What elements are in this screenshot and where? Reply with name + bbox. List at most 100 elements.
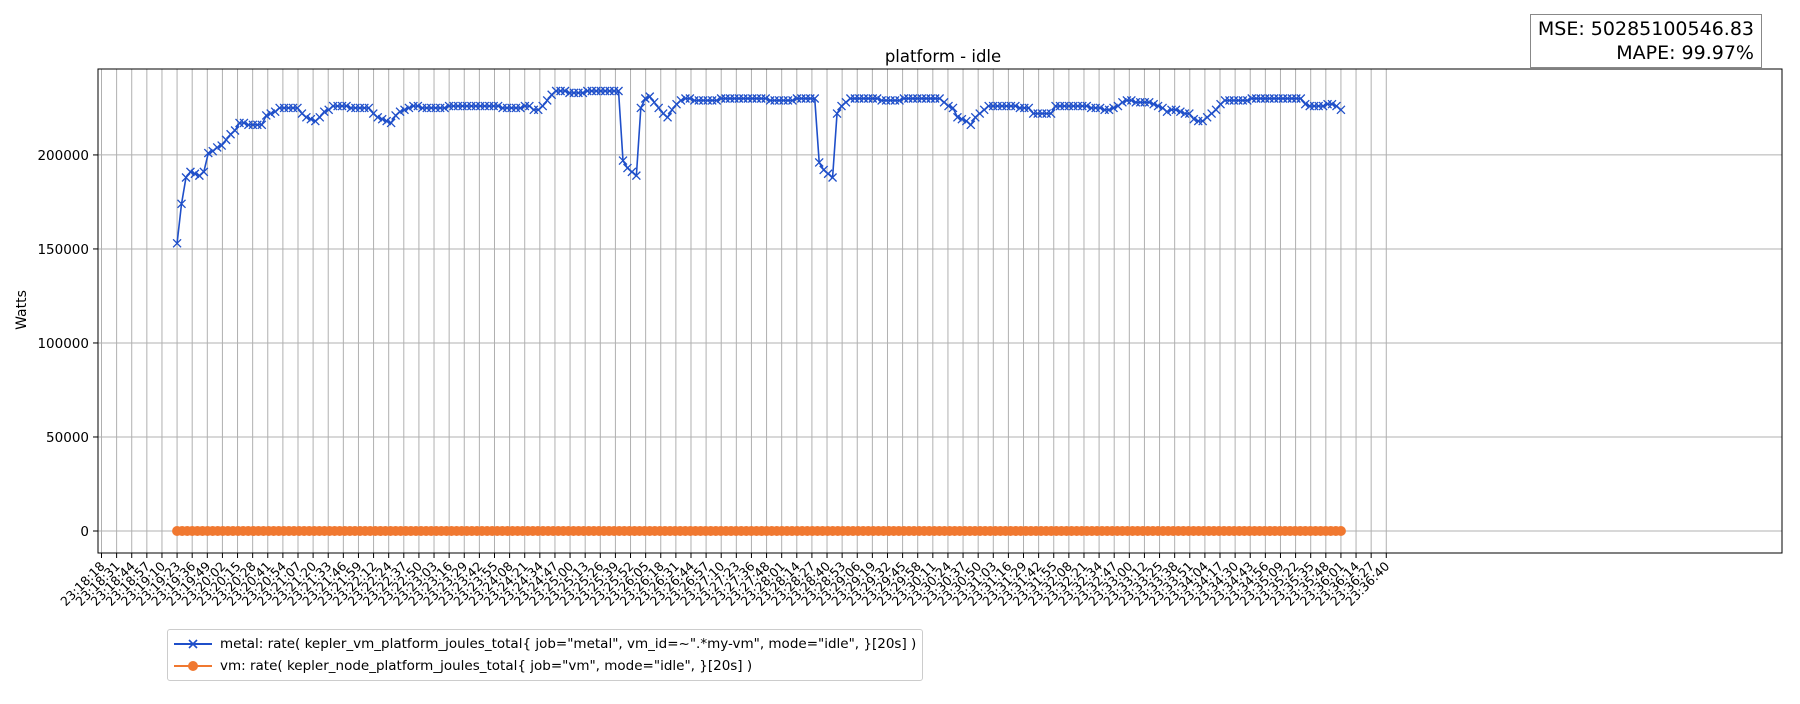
data-point [181,173,191,182]
data-point [1109,103,1118,113]
chart-title: platform - idle [885,47,1001,66]
legend-item-metal: metal: rate( kepler_vm_platform_joules_t… [174,633,916,655]
data-point [493,101,503,111]
data-point [1318,101,1328,111]
data-point [190,169,200,179]
data-point [1162,107,1172,117]
data-point [712,95,722,105]
data-point [364,103,374,113]
data-point [787,95,797,105]
data-point [1046,109,1056,119]
data-point [1171,105,1181,115]
y-tick-label: 50000 [46,430,89,446]
data-point [895,95,904,105]
mse-text: MSE: 50285100546.83 [1537,18,1754,40]
data-point [832,109,842,119]
series-layer [172,86,1346,536]
legend-label-vm: vm: rate( kepler_node_platform_joules_to… [220,658,753,674]
data-point [542,95,552,105]
data-point [560,86,570,96]
data-point [239,118,249,128]
metrics-box: MSE: 50285100546.83 MAPE: 99.97% [1529,14,1762,68]
data-point [230,126,240,135]
data-point [618,156,628,166]
data-point [515,103,525,113]
y-tick-label: 200000 [37,148,89,164]
data-point [266,109,276,119]
data-point [654,103,664,113]
data-point [1082,101,1092,111]
y-tick-label: 0 [80,524,89,540]
data-point [261,110,271,120]
series-line-0 [176,90,1342,244]
data-point [315,112,325,122]
data-point [1242,95,1252,105]
data-point [1149,99,1159,109]
data-point [1104,105,1114,115]
data-point [1144,97,1154,107]
data-point [395,107,405,117]
data-point [676,95,686,105]
data-point [1117,97,1127,107]
mape-text: MAPE: 99.97% [1616,42,1754,64]
plot-frame [97,68,1783,554]
data-point [1300,99,1310,109]
data-point [203,148,213,158]
data-point [293,103,302,113]
data-point [1153,101,1163,111]
data-point [685,94,695,103]
data-point [640,94,650,103]
data-point [1189,114,1199,124]
x-marker-icon [174,639,212,649]
data-point [172,238,182,248]
y-axis-label: Watts [14,290,30,330]
data-point [301,112,311,122]
y-tick-label: 150000 [37,242,89,258]
data-point [578,88,588,98]
data-point [373,112,383,122]
data-point [221,135,231,145]
data-point [667,105,677,115]
data-point [319,107,329,117]
data-point [382,116,392,126]
data-point [400,105,409,115]
data-point [1024,103,1034,113]
data-point [828,173,838,182]
data-point [645,92,655,102]
grid-lines [98,69,1782,553]
data-point [199,167,209,177]
data-point [440,103,450,113]
data-point [631,171,641,181]
data-point [177,199,186,209]
data-point [663,112,673,122]
data-point [957,114,967,124]
data-point [413,101,423,111]
data-point [952,112,962,122]
data-point [636,103,646,113]
data-point [649,97,659,107]
data-point [1175,107,1185,117]
legend-item-vm: vm: rate( kepler_node_platform_joules_to… [174,655,916,677]
data-point [217,141,227,150]
data-point [614,86,623,96]
data-point [1010,101,1020,111]
data-point [944,101,953,111]
data-point [761,94,771,103]
data-point [342,101,351,111]
data-point [1335,526,1346,536]
data-point [212,142,222,152]
data-point [966,120,976,130]
data-point [1095,103,1105,113]
data-point [810,94,820,103]
legend-label-metal: metal: rate( kepler_vm_platform_joules_t… [220,636,917,652]
data-point [1126,95,1136,105]
data-point [948,103,958,113]
legend: metal: rate( kepler_vm_platform_joules_t… [167,629,924,681]
data-point [538,101,548,111]
data-point [306,114,316,124]
circle-marker-icon [174,661,212,671]
data-point [1296,94,1306,103]
data-point [1211,105,1221,115]
